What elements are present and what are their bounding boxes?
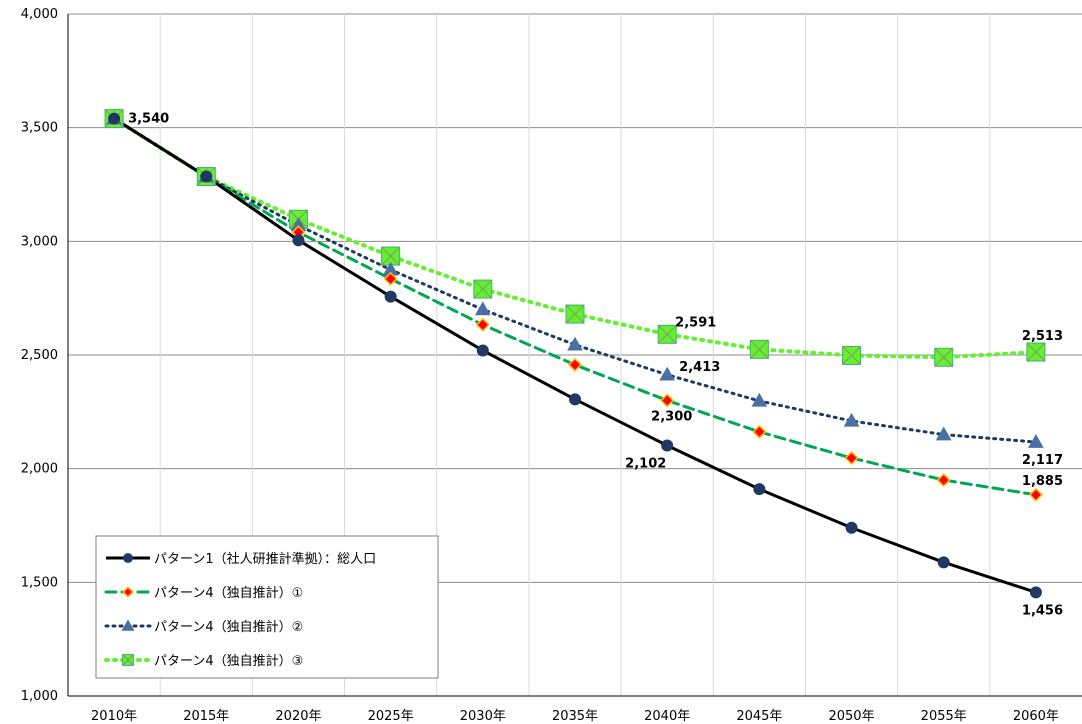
square-marker-cross [473, 279, 493, 299]
data-point [381, 246, 401, 266]
y-tick-label: 1,500 [21, 575, 58, 590]
x-tick-label: 2060年 [1013, 709, 1059, 724]
data-point [845, 521, 858, 534]
data-point [569, 393, 581, 406]
data-point [108, 112, 121, 125]
y-tick-label: 2,500 [21, 348, 58, 363]
data-point [476, 344, 489, 357]
x-tick-label: 2030年 [460, 709, 506, 724]
x-axis-ticks: 2010年 2015年 2020年 2025年 2030年 2035年 2040年 2045年… [91, 709, 1059, 724]
square-marker-cross [565, 304, 585, 324]
data-point [1028, 487, 1043, 502]
data-point [383, 271, 398, 286]
data-point [660, 393, 675, 408]
data-point [1026, 342, 1046, 362]
series-layer [104, 109, 1046, 599]
y-tick-label: 3,000 [21, 234, 58, 249]
y-tick-label: 3,500 [21, 121, 58, 136]
data-label: 2,591 [675, 315, 716, 330]
y-axis-ticks: 1,000 1,500 2,000 2,500 3,000 3,500 4,000 [21, 7, 58, 704]
data-point [200, 170, 213, 183]
x-tick-label: 2015年 [183, 709, 229, 724]
data-point [935, 426, 952, 441]
data-point [753, 483, 766, 496]
data-point [842, 345, 862, 365]
square-marker-cross [750, 339, 769, 359]
legend-entry-label: パターン4（独自推計）③ [154, 653, 303, 669]
data-point [661, 439, 674, 452]
legend-swatch-marker [122, 586, 134, 598]
y-tick-label: 1,000 [21, 689, 58, 704]
data-label: 1,456 [1022, 603, 1063, 618]
square-marker-cross [1026, 342, 1046, 362]
data-point [934, 347, 954, 367]
x-tick-label: 2020年 [275, 709, 321, 724]
legend-entry-label: パターン4（独自推計）① [154, 585, 303, 601]
legend-swatch-marker [121, 619, 135, 631]
legend-swatch-marker [123, 553, 133, 563]
series-line [112, 117, 1038, 444]
data-point [1028, 434, 1044, 448]
data-point [567, 336, 583, 351]
legend-entry-label: パターン4（独自推計）② [154, 619, 303, 635]
data-point [751, 392, 768, 407]
data-point [936, 472, 951, 488]
data-label: 3,540 [128, 112, 169, 127]
x-tick-label: 2035年 [552, 709, 598, 724]
square-marker-cross [842, 346, 861, 365]
data-point [844, 450, 859, 466]
legend-entry-label: パターン1（社人研推計準拠）：総人口 [154, 551, 376, 567]
square-marker-cross [657, 324, 677, 344]
data-point [937, 556, 950, 569]
legend-swatch-marker [122, 654, 134, 666]
x-tick-label: 2040年 [644, 709, 690, 724]
data-labels: 3,540 2,102 1,456 2,300 1,885 2,413 2,117 2,591… [128, 112, 1063, 619]
data-point [1029, 586, 1042, 599]
data-point [843, 412, 860, 427]
data-point [384, 290, 397, 303]
data-point [475, 317, 490, 332]
data-point [657, 324, 677, 344]
data-point [659, 366, 676, 381]
y-tick-label: 2,000 [21, 462, 58, 477]
square-marker-cross [381, 246, 400, 266]
legend-box [95, 535, 439, 679]
data-point [752, 424, 767, 439]
data-point [292, 234, 305, 247]
x-tick-label: 2010年 [91, 709, 137, 724]
data-label: 1,885 [1022, 474, 1063, 489]
square-marker-cross [122, 654, 134, 666]
data-point [474, 301, 491, 316]
data-point [749, 339, 769, 359]
data-point [567, 357, 583, 372]
square-marker-cross [934, 347, 954, 367]
x-tick-label: 2045年 [736, 709, 782, 724]
data-label: 2,117 [1022, 453, 1063, 468]
y-tick-label: 4,000 [21, 7, 58, 22]
data-label: 2,513 [1022, 329, 1063, 344]
x-tick-label: 2050年 [828, 709, 874, 724]
x-tick-label: 2025年 [368, 709, 414, 724]
data-label: 2,413 [679, 360, 720, 375]
data-label: 2,102 [625, 456, 666, 471]
gridlines [68, 13, 1082, 696]
data-label: 2,300 [651, 409, 692, 424]
axes [67, 14, 1082, 697]
data-point [473, 279, 493, 299]
data-point [565, 304, 585, 324]
x-tick-label: 2055年 [921, 709, 967, 724]
